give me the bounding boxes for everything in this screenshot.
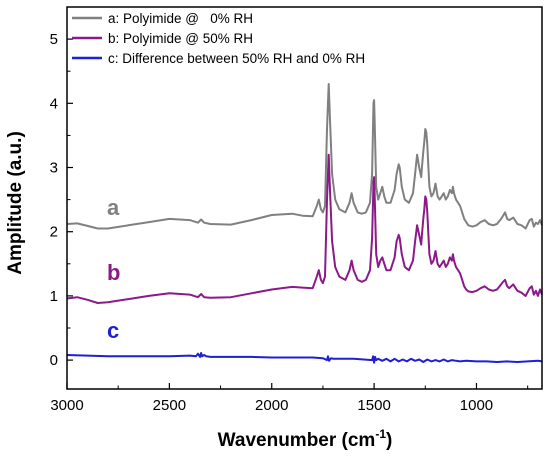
legend-label-a: a: Polyimide @ 0% RH: [108, 11, 253, 26]
curve-label-b: b: [107, 260, 120, 285]
x-axis-title-main: Wavenumber (cm: [218, 430, 376, 451]
series-line-c: [66, 352, 543, 364]
y-axis-title: Amplitude (a.u.): [5, 131, 26, 275]
y-tick-label: 1: [50, 288, 58, 305]
legend-label-b: b: Polyimide @ 50% RH: [108, 31, 253, 46]
tick-labels: 3000 2500 2000 1500 1000 0 1 2 3 4 5: [50, 31, 494, 414]
y-tick-label: 4: [50, 95, 58, 112]
y-tick-label: 0: [50, 352, 58, 369]
curve-label-c: c: [107, 318, 119, 343]
series-line-a: [66, 83, 543, 230]
x-tick-label: 1000: [460, 397, 493, 414]
x-tick-label: 2500: [153, 397, 186, 414]
series-line-b: [66, 153, 543, 304]
legend: a: Polyimide @ 0% RH b: Polyimide @ 50% R…: [72, 11, 365, 66]
x-axis-title-superscript: -1: [375, 427, 386, 441]
series-lines: [66, 83, 543, 364]
x-axis-title-tail: ): [386, 430, 392, 451]
x-tick-label: 1500: [357, 397, 390, 414]
plot-frame: [66, 6, 543, 390]
x-tick-label: 2000: [255, 397, 288, 414]
legend-label-c: c: Difference between 50% RH and 0% RH: [108, 51, 365, 66]
y-tick-label: 3: [50, 160, 58, 177]
x-tick-label: 3000: [50, 397, 83, 414]
curve-label-a: a: [107, 195, 120, 220]
y-tick-label: 2: [50, 224, 58, 241]
x-axis-title: Wavenumber (cm-1): [218, 427, 393, 451]
y-tick-label: 5: [50, 31, 58, 48]
curve-labels: a b c: [107, 195, 120, 343]
